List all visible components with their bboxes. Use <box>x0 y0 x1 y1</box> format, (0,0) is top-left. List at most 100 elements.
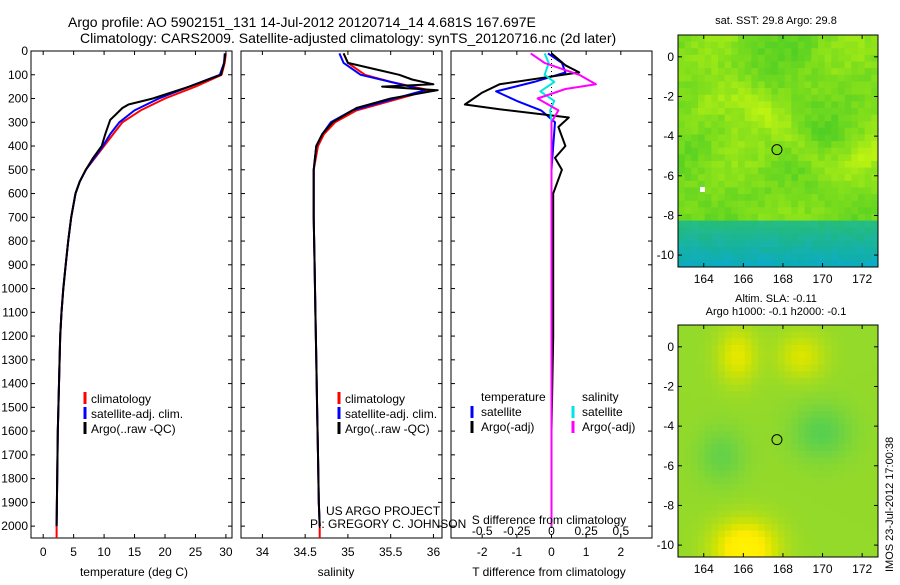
map-cell <box>684 378 692 386</box>
map-cell <box>731 74 739 82</box>
map-cell <box>784 358 792 366</box>
map-cell <box>784 220 792 228</box>
map-cell <box>798 194 806 202</box>
map-y-tick-label: -2 <box>663 89 674 103</box>
map-cell <box>824 107 832 115</box>
map-cell <box>744 530 752 538</box>
map-cell <box>804 180 812 188</box>
map-cell <box>791 253 799 261</box>
map-cell <box>711 497 719 505</box>
map-cell <box>718 94 726 102</box>
map-cell <box>744 68 752 76</box>
x-tick-label: 10 <box>97 545 111 559</box>
map-cell <box>831 497 839 505</box>
map-cell <box>831 94 839 102</box>
map-cell <box>791 213 799 221</box>
map-cell <box>791 391 799 399</box>
map-cell <box>804 517 812 525</box>
map-cell <box>858 464 866 472</box>
map-cell <box>851 194 859 202</box>
map-cell <box>804 35 812 43</box>
map-cell <box>684 174 692 182</box>
map-cell <box>704 220 712 228</box>
map-cell <box>798 227 806 235</box>
map-cell <box>751 114 759 122</box>
map-cell <box>864 358 872 366</box>
map-cell <box>871 68 879 76</box>
map-cell <box>784 180 792 188</box>
map-cell <box>684 233 692 241</box>
map-cell <box>758 378 766 386</box>
map-cell <box>698 331 706 339</box>
map-cell <box>764 464 772 472</box>
map-cell <box>738 530 746 538</box>
map-cell <box>698 121 706 129</box>
map-cell <box>731 260 739 268</box>
map-cell <box>738 424 746 432</box>
map-cell <box>858 227 866 235</box>
map-cell <box>784 457 792 465</box>
map-cell <box>838 61 846 69</box>
map-cell <box>718 431 726 439</box>
map-cell <box>844 247 852 255</box>
map-cell <box>744 431 752 439</box>
map-cell <box>744 260 752 268</box>
map-cell <box>798 344 806 352</box>
map-cell <box>804 543 812 551</box>
map-cell <box>704 81 712 89</box>
map-cell <box>798 331 806 339</box>
map-cell <box>678 424 686 432</box>
map-cell <box>704 88 712 96</box>
map-cell <box>818 180 826 188</box>
map-cell <box>678 364 686 372</box>
map-cell <box>824 417 832 425</box>
map-cell <box>744 477 752 485</box>
map-cell <box>864 397 872 405</box>
map-cell <box>704 107 712 115</box>
map-cell <box>804 470 812 478</box>
map-cell <box>724 417 732 425</box>
map-cell <box>858 41 866 49</box>
map-cell <box>731 213 739 221</box>
map-cell <box>698 220 706 228</box>
map-cell <box>784 213 792 221</box>
map-cell <box>778 101 786 109</box>
map-cell <box>804 240 812 248</box>
map-cell <box>738 207 746 215</box>
map-cell <box>844 523 852 531</box>
map-cell <box>831 344 839 352</box>
map-cell <box>691 48 699 56</box>
map-cell <box>824 207 832 215</box>
map-cell <box>791 187 799 195</box>
map-cell <box>784 233 792 241</box>
map-cell <box>818 134 826 142</box>
map-cell <box>751 160 759 168</box>
map-cell <box>798 404 806 412</box>
map-cell <box>818 384 826 392</box>
map-cell <box>778 351 786 359</box>
map-cell <box>784 141 792 149</box>
map-cell <box>824 41 832 49</box>
map-cell <box>684 213 692 221</box>
map-cell <box>811 134 819 142</box>
map-cell <box>744 101 752 109</box>
map-cell <box>764 107 772 115</box>
map-cell <box>791 260 799 268</box>
map-cell <box>691 444 699 452</box>
map-cell <box>738 220 746 228</box>
map-cell <box>698 384 706 392</box>
map-cell <box>831 431 839 439</box>
map-cell <box>864 543 872 551</box>
map-cell <box>704 114 712 122</box>
map-cell <box>691 81 699 89</box>
map-cell <box>798 490 806 498</box>
map-cell <box>831 48 839 56</box>
map-cell <box>804 114 812 122</box>
map-cell <box>764 247 772 255</box>
map-cell <box>851 127 859 135</box>
map-cell <box>678 530 686 538</box>
map-cell <box>864 233 872 241</box>
map-cell <box>771 351 779 359</box>
y-tick-label: 1000 <box>1 282 28 296</box>
map-cell <box>838 470 846 478</box>
